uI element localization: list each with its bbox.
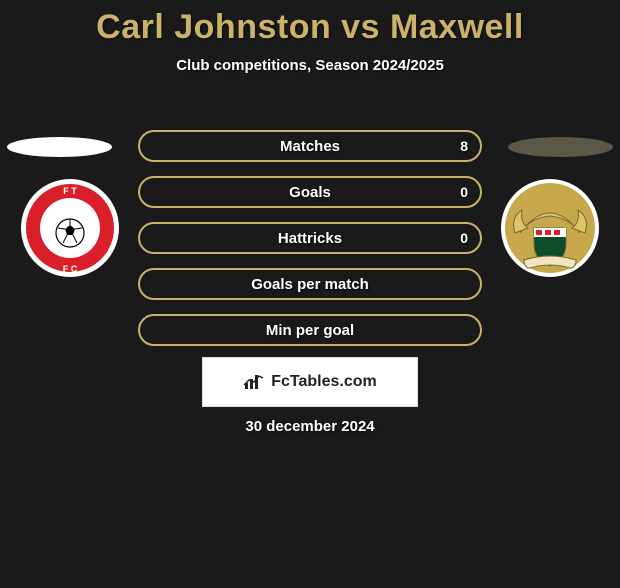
stat-row-matches: Matches 8 xyxy=(138,130,482,162)
stat-label: Hattricks xyxy=(278,230,342,247)
stat-right-value: 8 xyxy=(460,138,468,154)
svg-text:F T: F T xyxy=(63,186,77,196)
stats-container: Matches 8 Goals 0 Hattricks 0 Goals per … xyxy=(138,130,482,360)
stat-row-min-per-goal: Min per goal xyxy=(138,314,482,346)
bar-chart-icon xyxy=(243,373,265,391)
stat-label: Min per goal xyxy=(266,322,354,339)
stat-right-value: 0 xyxy=(460,230,468,246)
generated-date: 30 december 2024 xyxy=(245,418,374,435)
club-badge-right xyxy=(500,178,600,278)
left-player-ellipse xyxy=(7,137,112,157)
right-player-ellipse xyxy=(508,137,613,157)
stat-label: Goals xyxy=(289,184,331,201)
stat-label: Matches xyxy=(280,138,340,155)
page-subtitle: Club competitions, Season 2024/2025 xyxy=(0,57,620,74)
stat-right-value: 0 xyxy=(460,184,468,200)
fctables-link[interactable]: FcTables.com xyxy=(202,357,418,407)
stat-row-hattricks: Hattricks 0 xyxy=(138,222,482,254)
stat-label: Goals per match xyxy=(251,276,369,293)
page-title: Carl Johnston vs Maxwell xyxy=(0,8,620,47)
fctables-label: FcTables.com xyxy=(271,373,377,391)
stat-row-goals: Goals 0 xyxy=(138,176,482,208)
stat-row-goals-per-match: Goals per match xyxy=(138,268,482,300)
svg-text:F C: F C xyxy=(63,264,78,274)
club-badge-left: F T F C xyxy=(20,178,120,278)
